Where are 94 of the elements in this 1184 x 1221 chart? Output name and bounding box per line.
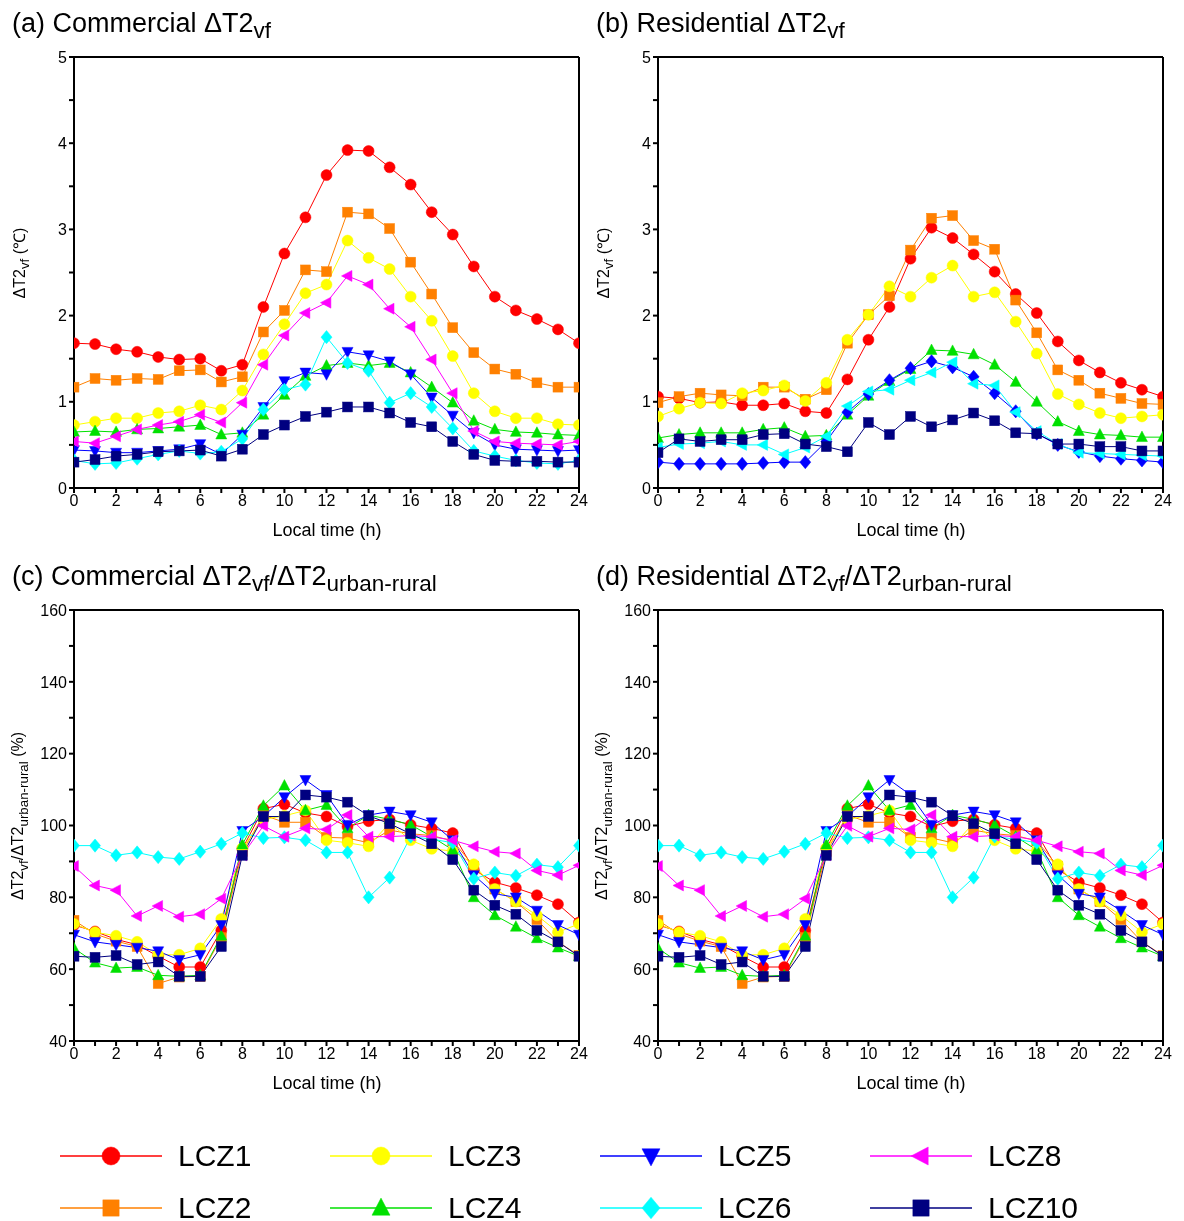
- chart-title: (d) Residential ΔT2$_{vf}$/ΔT2$_{urban-rural}$: [595, 561, 1013, 599]
- y-tick-label: 1: [642, 393, 652, 411]
- x-tick-label: 6: [779, 1045, 789, 1063]
- x-tick-label: 16: [401, 492, 420, 510]
- y-tick-label: 40: [633, 1032, 652, 1050]
- legend-label: LCZ8: [988, 1139, 1062, 1173]
- y-tick-label: 4: [642, 134, 652, 152]
- x-tick-label: 0: [653, 492, 663, 510]
- x-tick-label: 16: [985, 492, 1004, 510]
- x-tick-label: 18: [443, 1045, 462, 1063]
- x-tick-label: 14: [943, 492, 962, 510]
- x-tick-label: 0: [69, 1045, 79, 1063]
- x-tick-label: 22: [528, 1045, 546, 1063]
- x-tick-label: 18: [1027, 492, 1046, 510]
- x-tick-label: 2: [695, 1045, 705, 1063]
- y-tick-label: 80: [49, 889, 68, 907]
- y-tick-label: 160: [624, 601, 652, 619]
- y-tick-label: 160: [40, 601, 68, 619]
- x-tick-label: 0: [69, 492, 79, 510]
- x-tick-label: 4: [153, 492, 163, 510]
- chart-title: (c) Commercial ΔT2$_{vf}$/ΔT2$_{urban-rural}$: [11, 561, 438, 599]
- x-tick-label: 6: [195, 1045, 205, 1063]
- x-tick-label: 14: [359, 492, 378, 510]
- x-tick-label: 14: [359, 1045, 378, 1063]
- x-tick-label: 0: [653, 1045, 663, 1063]
- legend-label: LCZ5: [718, 1139, 792, 1173]
- x-tick-label: 16: [401, 1045, 420, 1063]
- x-tick-label: 2: [111, 1045, 121, 1063]
- x-tick-label: 22: [528, 492, 546, 510]
- x-tick-label: 8: [821, 492, 831, 510]
- y-tick-label: 2: [642, 307, 652, 325]
- y-tick-label: 2: [58, 307, 68, 325]
- x-tick-label: 20: [485, 1045, 504, 1063]
- y-tick-label: 80: [633, 889, 652, 907]
- x-tick-label: 12: [317, 492, 336, 510]
- x-tick-label: 18: [1027, 1045, 1046, 1063]
- x-tick-label: 16: [985, 1045, 1004, 1063]
- legend-label: LCZ4: [448, 1191, 522, 1221]
- x-tick-label: 2: [695, 492, 705, 510]
- x-tick-label: 10: [859, 492, 878, 510]
- x-tick-label: 24: [1154, 1045, 1172, 1063]
- x-tick-label: 20: [1069, 1045, 1088, 1063]
- x-tick-label: 8: [821, 1045, 831, 1063]
- legend-label: LCZ2: [178, 1191, 252, 1221]
- x-tick-label: 24: [570, 492, 588, 510]
- legend-label: LCZ3: [448, 1139, 522, 1173]
- y-tick-label: 140: [40, 673, 68, 691]
- x-tick-label: 10: [275, 492, 294, 510]
- x-axis-title: Local time (h): [271, 1073, 383, 1094]
- legend-label: LCZ10: [988, 1191, 1079, 1221]
- x-tick-label: 10: [275, 1045, 294, 1063]
- x-tick-label: 20: [485, 492, 504, 510]
- y-tick-label: 0: [58, 479, 68, 497]
- y-tick-label: 5: [642, 48, 652, 66]
- x-tick-label: 14: [943, 1045, 962, 1063]
- x-tick-label: 4: [737, 1045, 747, 1063]
- y-tick-label: 60: [633, 960, 652, 978]
- y-tick-label: 120: [40, 745, 68, 763]
- chart-title: (b) Residential ΔT2$_{vf}$: [595, 8, 846, 46]
- x-tick-label: 24: [1154, 492, 1172, 510]
- y-tick-label: 1: [58, 393, 68, 411]
- x-axis-title: Local time (h): [855, 520, 967, 541]
- y-tick-label: 3: [642, 221, 652, 239]
- x-tick-label: 22: [1112, 1045, 1130, 1063]
- x-axis-title: Local time (h): [271, 520, 383, 541]
- x-tick-label: 10: [859, 1045, 878, 1063]
- chart-title: (a) Commercial ΔT2$_{vf}$: [11, 8, 273, 46]
- x-tick-label: 22: [1112, 492, 1130, 510]
- x-tick-label: 20: [1069, 492, 1088, 510]
- x-tick-label: 4: [153, 1045, 163, 1063]
- x-tick-label: 8: [237, 492, 247, 510]
- y-tick-label: 100: [40, 817, 68, 835]
- y-tick-label: 3: [58, 221, 68, 239]
- legend-label: LCZ6: [718, 1191, 792, 1221]
- y-tick-label: 120: [624, 745, 652, 763]
- y-tick-label: 0: [642, 479, 652, 497]
- y-tick-label: 40: [49, 1032, 68, 1050]
- x-tick-label: 12: [901, 1045, 920, 1063]
- y-tick-label: 5: [58, 48, 68, 66]
- x-axis-title: Local time (h): [855, 1073, 967, 1094]
- x-tick-label: 12: [901, 492, 920, 510]
- x-tick-label: 6: [779, 492, 789, 510]
- x-tick-label: 8: [237, 1045, 247, 1063]
- y-tick-label: 60: [49, 960, 68, 978]
- legend-label: LCZ1: [178, 1139, 252, 1173]
- x-tick-label: 24: [570, 1045, 588, 1063]
- y-tick-label: 100: [624, 817, 652, 835]
- x-tick-label: 6: [195, 492, 205, 510]
- x-tick-label: 4: [737, 492, 747, 510]
- x-tick-label: 18: [443, 492, 462, 510]
- y-tick-label: 140: [624, 673, 652, 691]
- y-tick-label: 4: [58, 134, 68, 152]
- x-tick-label: 12: [317, 1045, 336, 1063]
- x-tick-label: 2: [111, 492, 121, 510]
